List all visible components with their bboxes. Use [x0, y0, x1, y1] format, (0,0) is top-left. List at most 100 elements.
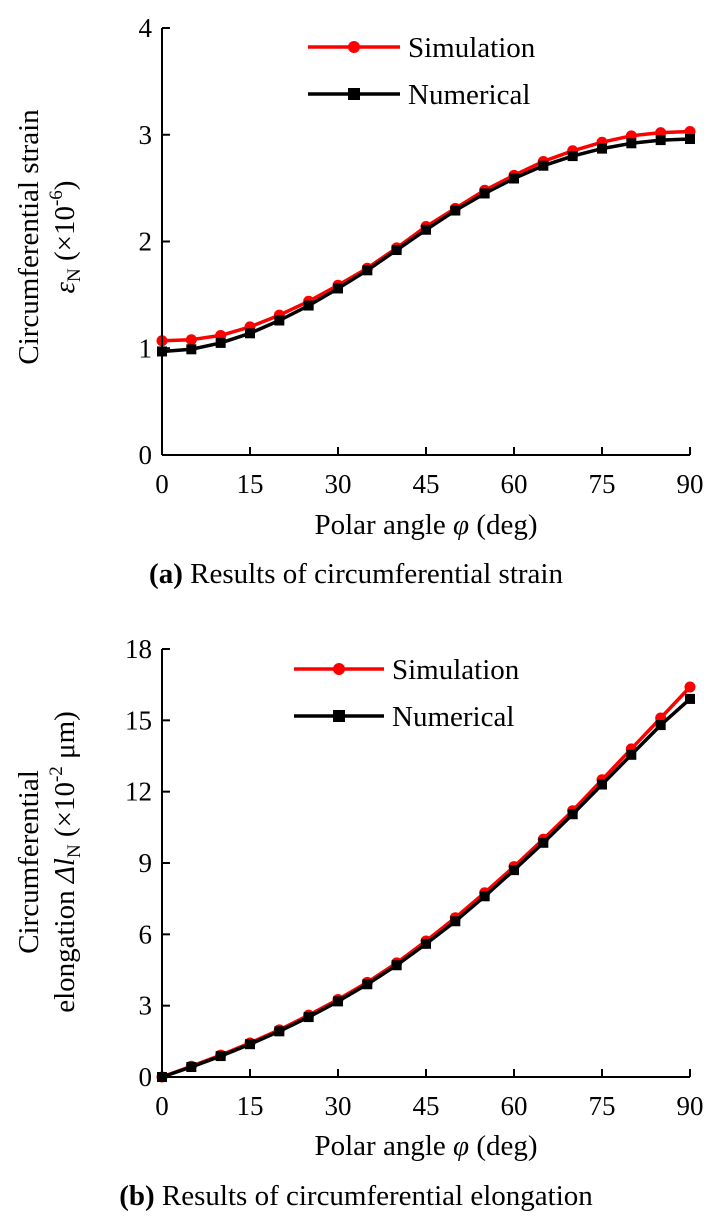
- data-point-numerical: [685, 693, 695, 704]
- data-point-numerical: [274, 1026, 285, 1037]
- data-point-numerical: [626, 138, 637, 149]
- series-simulation: [156, 126, 696, 347]
- y-tick-label: 3: [139, 120, 153, 150]
- x-tick-label: 0: [155, 469, 169, 499]
- chart-circumferential-elongation: 0 3 6 9 12 15 18 0 15 30 45 60 75 90 Simulation Numer…: [13, 634, 704, 1212]
- y-axis-label: Circumferential strain εN (×10-6): [13, 109, 85, 365]
- axes: [161, 648, 691, 1078]
- legend-label-simulation: Simulation: [408, 32, 536, 64]
- x-tick-label: 15: [237, 469, 264, 499]
- y-axis-label-line1: Circumferential strain: [13, 109, 45, 365]
- data-point-numerical: [421, 224, 431, 235]
- data-point-numerical: [362, 979, 373, 990]
- x-tick-label: 15: [237, 1091, 264, 1121]
- data-point-numerical: [655, 135, 666, 146]
- x-tick-label: 90: [677, 469, 704, 499]
- x-tick-label: 60: [501, 1091, 528, 1121]
- data-point-numerical: [597, 143, 607, 154]
- data-point-numerical: [333, 283, 343, 294]
- y-tick-label: 12: [125, 777, 152, 807]
- data-point-numerical: [450, 205, 461, 216]
- y-tick-label: 0: [139, 1062, 153, 1092]
- x-tick-label: 45: [413, 469, 440, 499]
- data-point-numerical: [245, 1039, 255, 1050]
- data-point-numerical: [538, 160, 549, 171]
- data-point-numerical: [215, 1051, 226, 1062]
- y-tick-label: 1: [139, 333, 153, 363]
- y-axis-label-line2: elongation ΔlN (×10-2 μm): [46, 711, 85, 1013]
- x-tick-label: 75: [589, 469, 616, 499]
- legend-marker-numerical: [348, 88, 360, 100]
- y-axis-label-line2: εN (×10-6): [46, 181, 85, 294]
- plot-series-group: [156, 681, 696, 1083]
- x-tick-label: 30: [325, 469, 352, 499]
- x-axis-label: Polar angle φ (deg): [315, 509, 538, 541]
- series-line-numerical: [161, 137, 691, 354]
- x-tick-label: 0: [155, 1091, 169, 1121]
- y-tick-label: 9: [139, 848, 153, 878]
- data-point-simulation: [185, 334, 197, 346]
- legend: Simulation Numerical: [308, 32, 536, 111]
- data-point-numerical: [538, 837, 549, 848]
- series-line-numerical: [161, 697, 692, 1079]
- series-line-simulation: [161, 129, 691, 343]
- data-point-numerical: [597, 779, 607, 790]
- x-tick-label: 30: [325, 1091, 352, 1121]
- data-point-numerical: [274, 315, 285, 326]
- data-point-numerical: [215, 337, 226, 348]
- data-point-numerical: [186, 344, 197, 355]
- data-point-numerical: [567, 151, 578, 162]
- data-point-simulation: [684, 681, 696, 693]
- x-tick-label: 75: [589, 1091, 616, 1121]
- data-point-numerical: [509, 865, 519, 876]
- legend-marker-simulation: [348, 41, 360, 53]
- data-point-numerical: [303, 1012, 314, 1023]
- y-axis-label-line1: Circumferential: [13, 770, 45, 954]
- legend-marker-simulation: [333, 663, 345, 675]
- legend: Simulation Numerical: [294, 654, 520, 733]
- axes: [161, 27, 691, 456]
- x-axis-label: Polar angle φ (deg): [315, 1130, 538, 1162]
- y-tick-label: 0: [139, 440, 153, 470]
- data-point-numerical: [391, 245, 402, 256]
- y-tick-label: 6: [139, 919, 153, 949]
- data-point-numerical: [626, 749, 637, 760]
- y-axis-label: Circumferential elongation ΔlN (×10-2 μm…: [13, 711, 85, 1013]
- y-tick-label: 15: [125, 705, 152, 735]
- data-point-numerical: [655, 720, 666, 731]
- data-point-numerical: [509, 173, 519, 184]
- y-tick-label: 4: [139, 13, 153, 43]
- caption: (b) Results of circumferential elongatio…: [119, 1180, 593, 1212]
- data-point-numerical: [362, 265, 373, 276]
- legend-label-numerical: Numerical: [392, 701, 514, 733]
- legend-label-simulation: Simulation: [392, 654, 520, 686]
- data-point-numerical: [479, 891, 490, 902]
- data-point-numerical: [186, 1062, 197, 1073]
- y-tick-label: 3: [139, 991, 153, 1021]
- data-point-numerical: [303, 300, 314, 311]
- legend-label-numerical: Numerical: [408, 79, 530, 111]
- x-tick-label: 45: [413, 1091, 440, 1121]
- x-tick-label: 90: [677, 1091, 704, 1121]
- data-point-numerical: [245, 328, 255, 339]
- y-tick-label: 2: [139, 227, 153, 257]
- data-point-numerical: [479, 188, 490, 199]
- data-point-numerical: [567, 809, 578, 820]
- data-point-numerical: [333, 996, 343, 1007]
- series-simulation: [156, 681, 696, 1083]
- x-tick-label: 60: [501, 469, 528, 499]
- series-numerical: [157, 134, 695, 357]
- y-tick-label: 18: [125, 634, 152, 664]
- plot-series-group: [156, 126, 696, 357]
- tick-labels: 0 1 2 3 4 0 15 30 45 60 75 90: [139, 13, 704, 499]
- tick-labels: 0 3 6 9 12 15 18 0 15 30 45 60 75 90: [125, 634, 704, 1121]
- series-numerical: [157, 693, 695, 1082]
- legend-marker-numerical: [333, 710, 345, 722]
- series-line-simulation: [161, 685, 692, 1079]
- data-point-numerical: [685, 134, 695, 145]
- data-point-numerical: [421, 938, 431, 949]
- data-point-numerical: [391, 960, 402, 971]
- caption: (a) Results of circumferential strain: [149, 558, 563, 590]
